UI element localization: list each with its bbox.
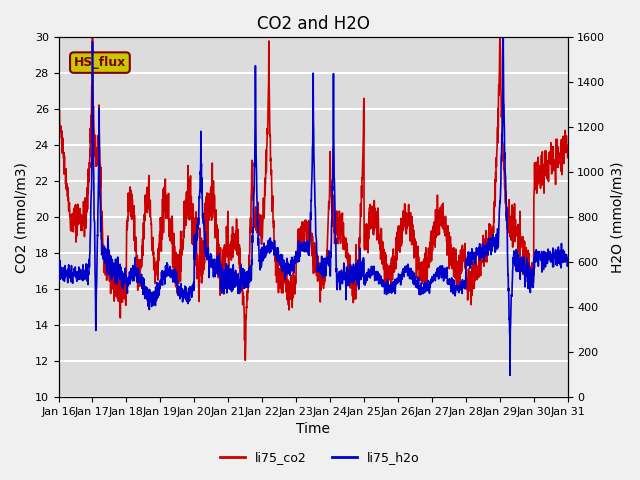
Y-axis label: CO2 (mmol/m3): CO2 (mmol/m3) (15, 162, 29, 273)
Legend: li75_co2, li75_h2o: li75_co2, li75_h2o (215, 446, 425, 469)
Y-axis label: H2O (mmol/m3): H2O (mmol/m3) (611, 161, 625, 273)
Text: HS_flux: HS_flux (74, 56, 126, 69)
Title: CO2 and H2O: CO2 and H2O (257, 15, 369, 33)
X-axis label: Time: Time (296, 422, 330, 436)
